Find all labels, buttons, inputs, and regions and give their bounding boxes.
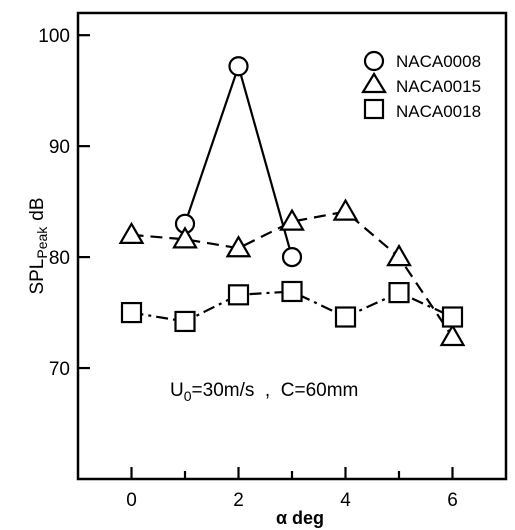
point-naca0018 (120, 301, 143, 324)
condition-annotation: U0=30m/s , C=60mm (170, 380, 358, 404)
point-naca0018 (174, 310, 196, 333)
y-tick-label: 100 (38, 26, 70, 47)
legend-marker-naca0018 (363, 98, 385, 120)
legend-marker-naca0015 (361, 71, 387, 94)
y-tick-label: 70 (49, 359, 70, 380)
point-naca0015 (279, 208, 305, 231)
point-naca0018 (334, 306, 357, 328)
point-naca0015 (172, 226, 198, 249)
x-tick-label: 6 (447, 490, 458, 511)
x-axis-title: α deg (276, 508, 324, 528)
legend: NACA0008 NACA0015 NACA0018 (361, 50, 481, 121)
point-naca0015 (118, 221, 145, 245)
point-naca0008 (228, 56, 249, 77)
point-naca0015 (225, 235, 252, 258)
point-naca0018 (281, 280, 303, 303)
point-naca0018 (227, 284, 250, 306)
point-naca0015 (386, 243, 412, 267)
point-naca0018 (388, 282, 410, 304)
x-tick-label: 0 (126, 490, 137, 511)
x-tick-label: 4 (340, 490, 351, 511)
point-naca0008 (281, 246, 303, 268)
legend-label-naca0015: NACA0015 (396, 77, 481, 96)
point-naca0015 (439, 323, 466, 347)
legend-label-naca0008: NACA0008 (396, 52, 481, 71)
x-tick-label: 2 (233, 490, 244, 511)
series-markers (118, 56, 466, 347)
y-tick-label: 80 (49, 248, 70, 269)
y-axis-ticks: 70 80 90 100 (38, 26, 90, 380)
legend-label-naca0018: NACA0018 (396, 102, 481, 121)
point-naca0018 (441, 306, 464, 328)
y-axis-title: SPLPeakdB (27, 197, 50, 294)
point-naca0015 (332, 198, 359, 221)
series-line-naca0008 (183, 62, 294, 258)
x-axis-ticks: 0 2 4 6 (126, 467, 458, 511)
legend-marker-naca0008 (363, 50, 385, 72)
y-tick-label: 90 (49, 137, 70, 158)
